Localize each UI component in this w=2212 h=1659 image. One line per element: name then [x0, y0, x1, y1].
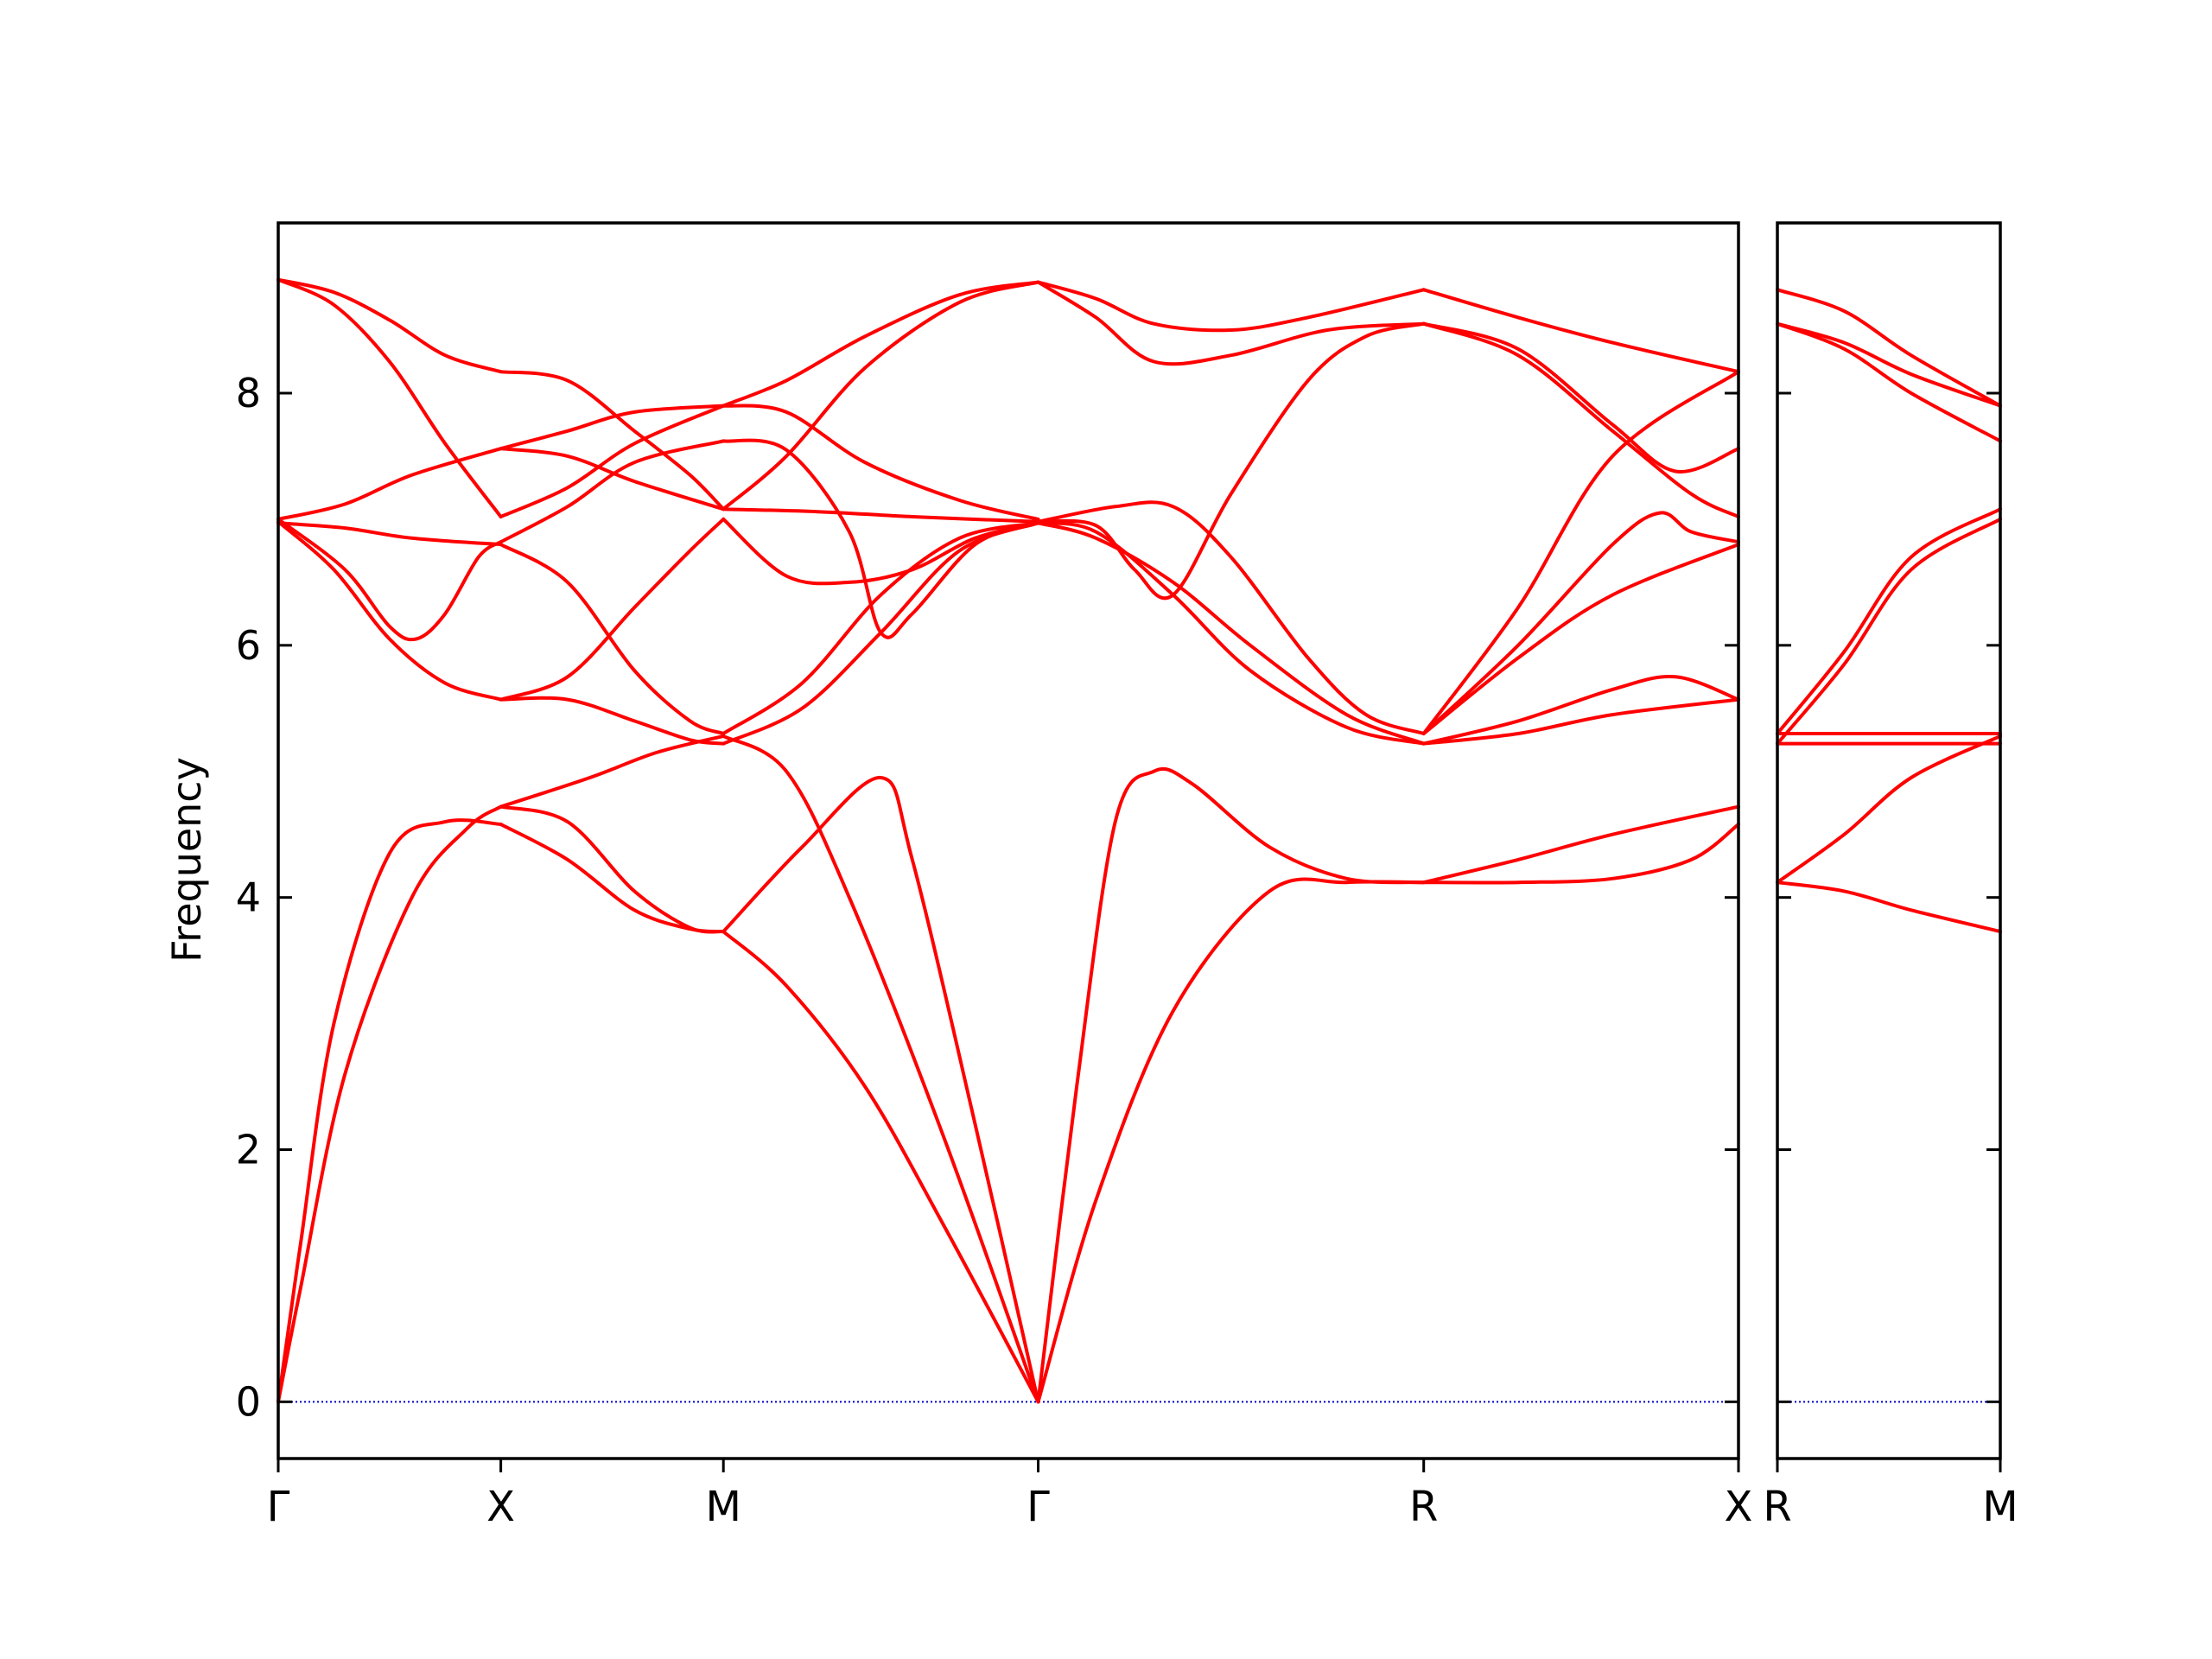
band-line	[499, 543, 726, 735]
band-line	[1776, 734, 2002, 885]
band-line	[499, 370, 726, 512]
band-line	[1036, 500, 1426, 735]
high-symmetry-point-label: Γ	[1027, 1483, 1050, 1531]
axis-ticks	[276, 391, 2002, 1472]
high-symmetry-point-label: X	[486, 1483, 515, 1531]
band-line	[1776, 880, 2002, 934]
panel-frame	[276, 221, 1740, 1460]
high-symmetry-point-label: R	[1763, 1483, 1791, 1531]
band-line	[721, 521, 1040, 735]
band-line	[1776, 321, 2002, 408]
y-axis-label: Frequency	[163, 757, 210, 963]
band-line	[721, 438, 1040, 639]
band-line	[276, 804, 503, 1404]
high-symmetry-point-label: M	[705, 1483, 741, 1531]
panel-frames	[276, 221, 2002, 1460]
band-line	[276, 519, 503, 702]
band-line	[1036, 521, 1426, 746]
y-tick-label: 0	[236, 1378, 261, 1425]
band-line	[499, 404, 726, 451]
band-line	[1421, 288, 1740, 374]
y-tick-label: 8	[236, 370, 261, 416]
y-tick-label: 4	[236, 874, 261, 921]
band-lines	[276, 277, 2002, 1404]
band-line	[499, 517, 726, 702]
panel-frame	[1776, 221, 2002, 1460]
band-line	[1421, 511, 1740, 735]
band-line	[499, 447, 726, 512]
band-line	[1776, 517, 2002, 746]
high-symmetry-point-label: X	[1725, 1483, 1753, 1531]
band-line	[721, 930, 1040, 1404]
band-line	[1421, 543, 1740, 735]
band-line	[1421, 697, 1740, 746]
band-line	[276, 818, 503, 1404]
band-line	[721, 517, 1040, 586]
band-line	[1776, 321, 2002, 443]
band-line	[276, 521, 503, 547]
band-line	[499, 823, 726, 934]
high-symmetry-point-label: R	[1409, 1483, 1438, 1531]
band-line	[1776, 507, 2002, 735]
band-line	[499, 696, 726, 746]
band-line	[721, 507, 1040, 524]
band-line	[721, 404, 1040, 521]
band-line	[499, 804, 726, 934]
band-line	[1421, 321, 1740, 474]
band-line	[1036, 321, 1426, 601]
band-line	[276, 277, 503, 518]
band-line	[499, 404, 726, 518]
band-line	[721, 280, 1040, 408]
band-line	[1421, 675, 1740, 746]
band-line	[1421, 321, 1740, 518]
y-tick-label: 2	[236, 1127, 261, 1173]
band-line	[721, 734, 1040, 1404]
band-line	[499, 734, 726, 809]
band-line	[1421, 370, 1740, 735]
band-line	[1036, 521, 1426, 746]
band-line	[499, 439, 726, 544]
band-line	[276, 517, 503, 642]
band-line	[721, 776, 1040, 1404]
high-symmetry-point-label: Γ	[267, 1483, 290, 1531]
band-line	[1036, 280, 1426, 333]
band-line	[1036, 280, 1426, 366]
y-tick-label: 6	[236, 622, 261, 669]
band-line	[721, 280, 1040, 512]
band-line	[1776, 288, 2002, 408]
band-line	[1421, 804, 1740, 885]
band-line	[276, 447, 503, 521]
band-line	[1036, 766, 1426, 1404]
high-symmetry-point-label: M	[1982, 1483, 2018, 1531]
band-line	[1421, 823, 1740, 885]
band-line	[1036, 877, 1426, 1404]
band-line	[276, 277, 503, 374]
